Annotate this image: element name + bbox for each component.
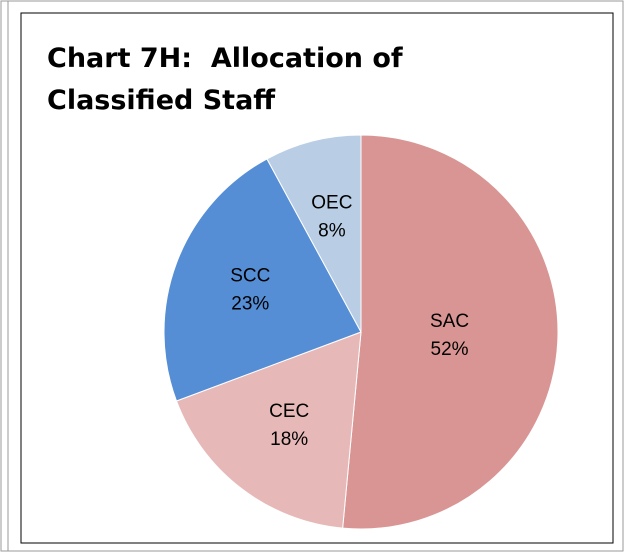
slice-value-label: 23%: [231, 294, 269, 315]
slice-category-label: CEC: [269, 401, 309, 422]
chart-title: Chart 7H: Allocation of Classified Staff: [47, 43, 413, 116]
slice-category-label: SAC: [430, 311, 469, 332]
slice-category-label: OEC: [311, 192, 352, 213]
pie-slice: [342, 134, 559, 530]
pie-slice: [163, 158, 362, 402]
slice-category-label: SCC: [230, 266, 270, 287]
pie-slice: [175, 331, 362, 529]
slice-value-label: 18%: [270, 429, 308, 450]
slice-value-label: 52%: [431, 339, 469, 360]
chart-border: [20, 12, 614, 544]
pie-slice: [266, 134, 362, 333]
slice-value-label: 8%: [318, 220, 346, 241]
